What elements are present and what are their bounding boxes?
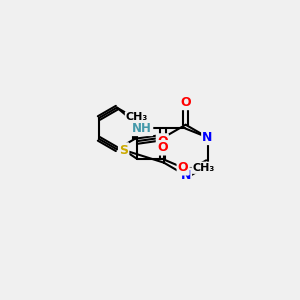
Text: N: N bbox=[202, 131, 213, 144]
Text: O: O bbox=[158, 141, 168, 154]
Text: CH₃: CH₃ bbox=[193, 163, 215, 173]
Text: O: O bbox=[180, 96, 191, 109]
Text: NH: NH bbox=[132, 122, 152, 135]
Text: S: S bbox=[119, 143, 128, 157]
Text: N: N bbox=[181, 169, 191, 182]
Text: O: O bbox=[178, 161, 188, 174]
Text: CH₃: CH₃ bbox=[126, 112, 148, 122]
Text: O: O bbox=[157, 134, 168, 148]
